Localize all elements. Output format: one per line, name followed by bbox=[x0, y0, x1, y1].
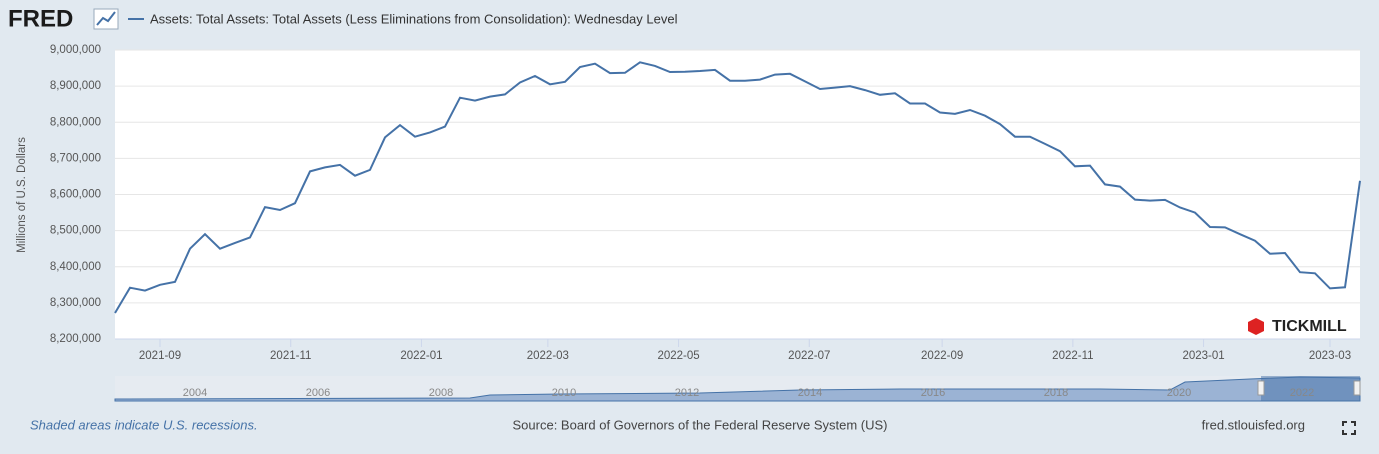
x-tick-label: 2022-09 bbox=[921, 350, 963, 362]
navigator-label: 2012 bbox=[675, 387, 699, 399]
navigator-handle[interactable] bbox=[1353, 380, 1361, 396]
navigator-label: 2004 bbox=[183, 387, 207, 399]
y-tick-label: 9,000,000 bbox=[50, 44, 101, 56]
x-tick-label: 2021-11 bbox=[270, 350, 311, 362]
x-tick-label: 2022-05 bbox=[657, 350, 699, 362]
site: fred.stlouisfed.org bbox=[1202, 417, 1305, 432]
navigator-label: 2010 bbox=[552, 387, 576, 399]
navigator-label: 2014 bbox=[798, 387, 822, 399]
y-tick-label: 8,900,000 bbox=[50, 80, 101, 92]
y-tick-label: 8,800,000 bbox=[50, 116, 101, 128]
navigator-selection[interactable] bbox=[1261, 376, 1360, 401]
navigator-label: 2018 bbox=[1044, 387, 1068, 399]
fullscreen-button[interactable] bbox=[1342, 421, 1356, 435]
logo-icon-line bbox=[96, 11, 116, 26]
y-tick-label: 8,400,000 bbox=[50, 261, 101, 273]
navigator-label: 2006 bbox=[306, 387, 330, 399]
navigator-label: 2016 bbox=[921, 387, 945, 399]
y-tick-label: 8,700,000 bbox=[50, 152, 101, 164]
legend-label: Assets: Total Assets: Total Assets (Less… bbox=[150, 11, 678, 26]
x-tick-label: 2022-11 bbox=[1052, 350, 1093, 362]
recession-note: Shaded areas indicate U.S. recessions. bbox=[30, 417, 258, 432]
navigator-label: 2022 bbox=[1290, 387, 1314, 399]
y-axis-label: Millions of U.S. Dollars bbox=[16, 137, 28, 253]
x-tick-label: 2023-01 bbox=[1182, 350, 1224, 362]
x-tick-label: 2021-09 bbox=[139, 350, 181, 362]
x-tick-label: 2022-01 bbox=[400, 350, 442, 362]
data-line bbox=[114, 61, 1361, 314]
navigator-label: 2008 bbox=[429, 387, 453, 399]
logo: FRED bbox=[8, 5, 73, 32]
y-tick-label: 8,600,000 bbox=[50, 189, 101, 201]
x-tick-label: 2022-03 bbox=[527, 350, 569, 362]
x-tick-label: 2023-03 bbox=[1309, 350, 1351, 362]
navigator-handle[interactable] bbox=[1257, 380, 1265, 396]
navigator-label: 2020 bbox=[1167, 387, 1191, 399]
y-tick-label: 8,200,000 bbox=[50, 333, 101, 345]
y-tick-label: 8,300,000 bbox=[50, 297, 101, 309]
watermark-icon bbox=[1248, 318, 1264, 335]
y-tick-label: 8,500,000 bbox=[50, 225, 101, 237]
watermark: TICKMILL bbox=[1272, 318, 1347, 335]
x-tick-label: 2022-07 bbox=[788, 350, 830, 362]
source: Source: Board of Governors of the Federa… bbox=[513, 417, 888, 432]
